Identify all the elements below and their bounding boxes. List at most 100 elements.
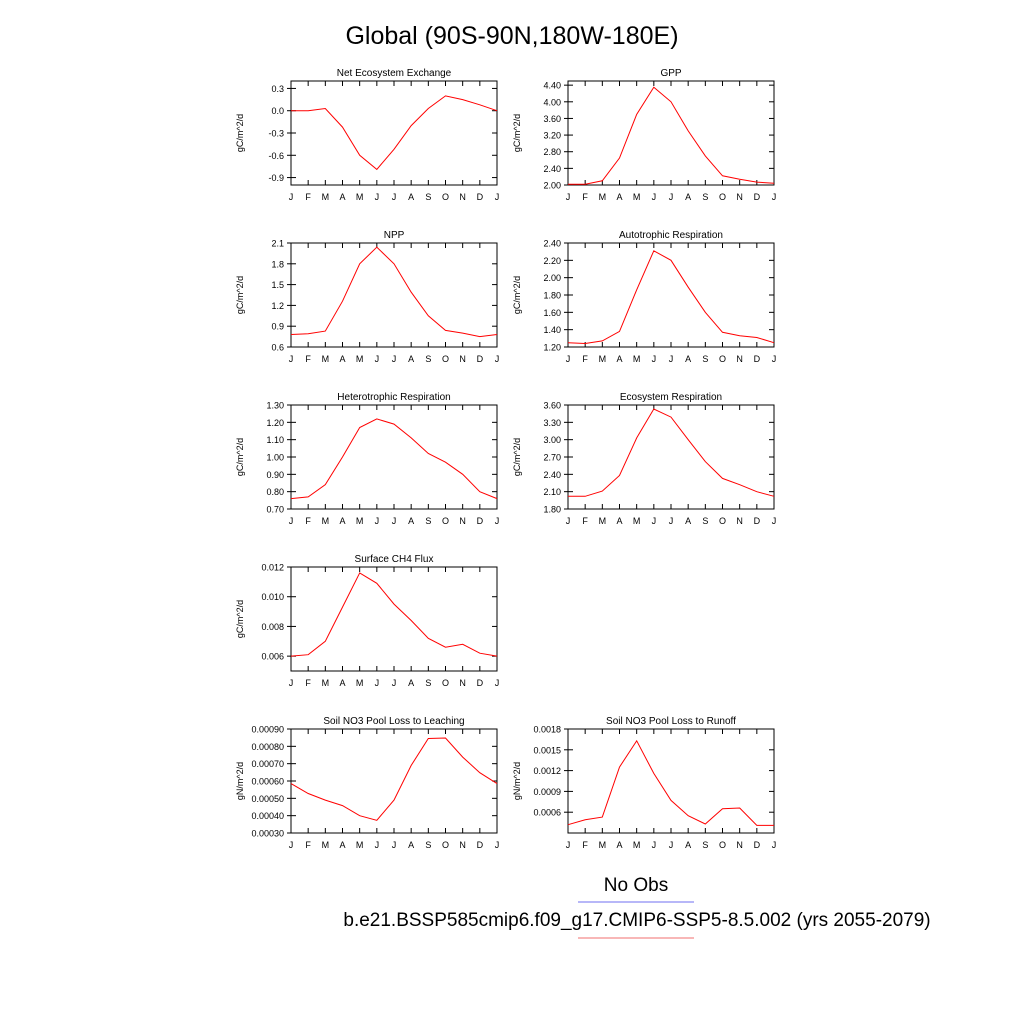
x-tick-label: D <box>477 354 484 364</box>
y-tick-label: 2.40 <box>543 164 561 174</box>
x-tick-label: J <box>289 192 294 202</box>
panel-title: NPP <box>384 230 405 241</box>
plot-frame <box>567 404 775 510</box>
y-tick-label: 1.80 <box>543 291 561 301</box>
x-tick-label: A <box>685 192 691 202</box>
x-tick-label: O <box>442 354 449 364</box>
y-tick-label: 0.00080 <box>251 742 284 752</box>
x-tick-label: J <box>495 840 500 850</box>
x-tick-label: F <box>305 192 311 202</box>
x-tick-label: N <box>736 192 743 202</box>
x-tick-label: A <box>616 354 622 364</box>
x-tick-label: J <box>566 840 571 850</box>
no-obs-label: No Obs <box>604 875 668 896</box>
y-tick-label: 2.40 <box>543 470 561 480</box>
y-axis-label: gN/m^2/d <box>512 762 522 800</box>
x-tick-label: D <box>477 516 484 526</box>
x-tick-label: A <box>339 840 345 850</box>
x-tick-label: J <box>566 516 571 526</box>
y-tick-label: 1.20 <box>266 418 284 428</box>
x-tick-label: A <box>408 354 414 364</box>
y-tick-label: 2.70 <box>543 453 561 463</box>
x-tick-label: A <box>685 354 691 364</box>
panel-title: Soil NO3 Pool Loss to Runoff <box>606 716 736 727</box>
x-tick-label: J <box>392 678 397 688</box>
x-tick-label: J <box>652 192 657 202</box>
y-tick-label: 0.00030 <box>251 829 284 839</box>
y-tick-label: 0.00060 <box>251 777 284 787</box>
y-tick-label: 0.70 <box>266 505 284 515</box>
x-tick-label: M <box>599 354 607 364</box>
y-tick-label: -0.3 <box>268 129 284 139</box>
x-tick-label: F <box>582 516 588 526</box>
y-tick-label: 0.9 <box>271 322 284 332</box>
y-tick-label: -0.6 <box>268 151 284 161</box>
plot-frame <box>290 80 498 186</box>
x-tick-label: J <box>375 840 380 850</box>
x-tick-label: M <box>599 840 607 850</box>
x-tick-label: S <box>702 516 708 526</box>
x-tick-label: J <box>566 192 571 202</box>
x-tick-label: M <box>633 840 641 850</box>
x-tick-label: J <box>772 192 777 202</box>
y-axis-label: gN/m^2/d <box>235 762 245 800</box>
x-tick-label: M <box>356 678 364 688</box>
y-tick-label: 1.10 <box>266 435 284 445</box>
y-tick-label: 0.0012 <box>533 766 561 776</box>
plot-frame <box>290 566 498 672</box>
x-tick-label: M <box>356 516 364 526</box>
x-tick-label: J <box>495 354 500 364</box>
x-tick-label: J <box>495 192 500 202</box>
y-tick-label: 3.00 <box>543 435 561 445</box>
series-line <box>290 418 498 500</box>
x-tick-label: A <box>408 192 414 202</box>
x-tick-label: O <box>719 192 726 202</box>
x-tick-label: J <box>669 354 674 364</box>
y-tick-label: -0.9 <box>268 173 284 183</box>
y-tick-label: 0.0006 <box>533 808 561 818</box>
y-tick-label: 0.00090 <box>251 725 284 735</box>
x-tick-label: J <box>772 354 777 364</box>
x-tick-label: J <box>495 516 500 526</box>
y-tick-label: 0.3 <box>271 84 284 94</box>
y-axis-label: gC/m^2/d <box>235 438 245 476</box>
x-tick-label: S <box>425 516 431 526</box>
y-tick-label: 0.010 <box>261 592 284 602</box>
y-tick-label: 0.80 <box>266 487 284 497</box>
y-axis-label: gC/m^2/d <box>512 438 522 476</box>
y-tick-label: 1.8 <box>271 259 284 269</box>
y-tick-label: 0.008 <box>261 622 284 632</box>
x-tick-label: D <box>477 840 484 850</box>
x-tick-label: M <box>356 354 364 364</box>
x-tick-label: J <box>289 354 294 364</box>
x-tick-label: J <box>375 354 380 364</box>
x-tick-label: J <box>375 678 380 688</box>
y-tick-label: 2.80 <box>543 147 561 157</box>
x-tick-label: N <box>459 354 466 364</box>
y-tick-label: 0.00050 <box>251 794 284 804</box>
x-tick-label: N <box>459 840 466 850</box>
x-tick-label: A <box>339 678 345 688</box>
y-tick-label: 0.0 <box>271 106 284 116</box>
y-tick-label: 1.5 <box>271 280 284 290</box>
x-tick-label: J <box>566 354 571 364</box>
x-tick-label: N <box>736 516 743 526</box>
panel-title: GPP <box>660 68 681 79</box>
x-tick-label: J <box>289 840 294 850</box>
x-tick-label: A <box>408 678 414 688</box>
x-tick-label: O <box>719 354 726 364</box>
x-tick-label: S <box>702 192 708 202</box>
x-tick-label: D <box>754 840 761 850</box>
x-tick-label: J <box>495 678 500 688</box>
series-line <box>568 408 775 497</box>
y-tick-label: 2.20 <box>543 256 561 266</box>
x-tick-label: J <box>392 354 397 364</box>
y-axis-label: gC/m^2/d <box>512 276 522 314</box>
